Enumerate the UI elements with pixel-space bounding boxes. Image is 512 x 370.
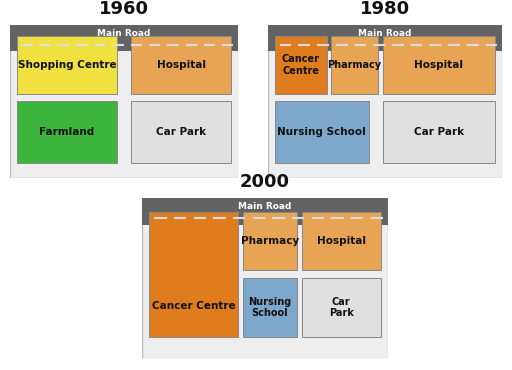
Bar: [275, 101, 369, 163]
Text: 1980: 1980: [360, 0, 410, 18]
Bar: [331, 36, 378, 94]
Bar: [131, 36, 231, 94]
Bar: [131, 101, 231, 163]
FancyBboxPatch shape: [10, 25, 238, 178]
FancyBboxPatch shape: [142, 198, 388, 358]
Text: 1960: 1960: [99, 0, 149, 18]
Text: Cancer Centre: Cancer Centre: [152, 301, 236, 311]
Bar: [268, 25, 502, 51]
Text: Main Road: Main Road: [238, 202, 292, 212]
Bar: [142, 198, 388, 225]
Bar: [302, 212, 380, 270]
Text: Cancer
Centre: Cancer Centre: [282, 54, 320, 75]
Text: Main Road: Main Road: [358, 29, 412, 38]
Text: Nursing School: Nursing School: [278, 127, 366, 137]
Text: Hospital: Hospital: [414, 60, 463, 70]
Bar: [17, 36, 117, 94]
Text: Shopping Centre: Shopping Centre: [18, 60, 116, 70]
Bar: [275, 36, 327, 94]
Bar: [243, 212, 297, 270]
Text: 2000: 2000: [240, 172, 290, 191]
Text: Pharmacy: Pharmacy: [328, 60, 381, 70]
Text: Pharmacy: Pharmacy: [241, 236, 299, 246]
Bar: [10, 25, 238, 51]
Bar: [382, 36, 495, 94]
Bar: [17, 101, 117, 163]
Text: Hospital: Hospital: [317, 236, 366, 246]
Text: Car Park: Car Park: [156, 127, 206, 137]
Text: Nursing
School: Nursing School: [248, 297, 291, 319]
Bar: [243, 278, 297, 337]
Bar: [150, 212, 238, 337]
Bar: [302, 278, 380, 337]
Text: Car Park: Car Park: [414, 127, 464, 137]
Text: Farmland: Farmland: [39, 127, 95, 137]
Bar: [382, 101, 495, 163]
Text: Car
Park: Car Park: [329, 297, 354, 319]
FancyBboxPatch shape: [268, 25, 502, 178]
Text: Hospital: Hospital: [157, 60, 205, 70]
Text: Main Road: Main Road: [97, 29, 151, 38]
